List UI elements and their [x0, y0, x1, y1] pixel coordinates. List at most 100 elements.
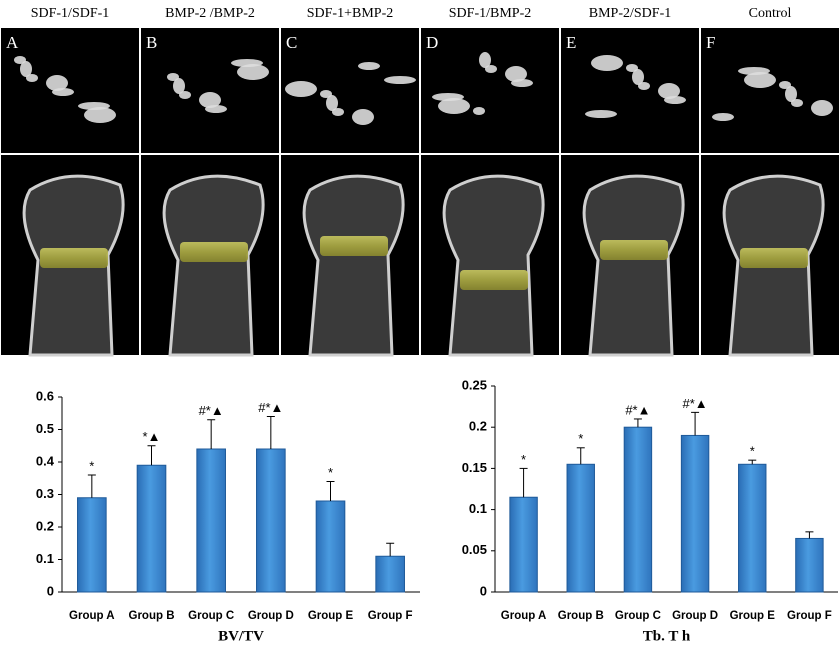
- bone-outline: [164, 176, 263, 355]
- significance-marker: *: [578, 431, 583, 446]
- roi-cylinder: [600, 240, 668, 260]
- bone-fragment: [591, 55, 623, 71]
- x-tick-label: Group B: [129, 610, 175, 622]
- bar: [197, 449, 226, 592]
- roi-cylinder: [320, 236, 388, 256]
- x-tick-label: Group F: [787, 610, 832, 622]
- roi-cylinder: [460, 270, 528, 290]
- bone-fragment: [485, 65, 497, 73]
- x-tick-label: Group B: [558, 610, 604, 622]
- bone-fragment: [52, 88, 74, 96]
- y-tick-label: 0.05: [462, 542, 487, 557]
- bone-fragment: [811, 100, 833, 116]
- x-axis-label: BV/TV: [218, 628, 264, 644]
- significance-marker: #*▲: [199, 403, 224, 418]
- bone-fragment: [473, 107, 485, 115]
- y-tick-label: 0: [47, 583, 54, 598]
- panel-letter: E: [566, 33, 576, 52]
- bar: [78, 498, 107, 592]
- bone-fragment: [205, 105, 227, 113]
- figure: SDF-1/SDF-1 A BMP-2 /BMP-2 B SDF-1+BMP-2 C SDF…: [0, 0, 840, 648]
- panel-letter: B: [146, 33, 157, 52]
- bar: [257, 449, 286, 592]
- roi-cylinder: [180, 242, 248, 262]
- panel-letter: A: [6, 33, 19, 52]
- y-tick-label: 0.1: [469, 501, 487, 516]
- bone-fragment: [585, 110, 617, 118]
- bone-fragment: [26, 74, 38, 82]
- roi-cylinder: [40, 248, 108, 268]
- roi-cylinder: [740, 248, 808, 268]
- y-tick-label: 0.6: [36, 388, 54, 403]
- ct-panel-top: [141, 28, 279, 153]
- bar: [624, 427, 651, 592]
- bone-fragment: [285, 81, 317, 97]
- column-header: BMP-2 /BMP-2: [165, 6, 255, 21]
- panel-letter: C: [286, 33, 297, 52]
- column-header: SDF-1+BMP-2: [307, 6, 393, 21]
- x-tick-label: Group E: [730, 610, 776, 622]
- bone-fragment: [332, 108, 344, 116]
- panel-letter: F: [706, 33, 715, 52]
- bar: [567, 464, 594, 592]
- bone-fragment: [84, 107, 116, 123]
- y-tick-label: 0.5: [36, 421, 54, 436]
- x-tick-label: Group E: [308, 610, 354, 622]
- x-tick-label: Group C: [615, 610, 661, 622]
- ct-panel-top: [421, 28, 559, 153]
- bone-outline: [304, 176, 403, 355]
- charts: 0 0.1 0.2 0.3 0.4 0.5 0.6 * Group A *▲ Group B #*▲ G…: [36, 377, 838, 644]
- significance-marker: #*▲: [258, 400, 283, 415]
- bone-fragment: [638, 82, 650, 90]
- bone-fragment: [712, 113, 734, 121]
- bone-fragment: [384, 76, 416, 84]
- x-tick-label: Group A: [69, 610, 115, 622]
- y-tick-label: 0.15: [462, 460, 487, 475]
- significance-marker: #*▲: [683, 396, 708, 411]
- significance-marker: #*▲: [625, 402, 650, 417]
- bone-outline: [584, 176, 683, 355]
- image-panels: SDF-1/SDF-1 A BMP-2 /BMP-2 B SDF-1+BMP-2 C SDF…: [1, 6, 839, 355]
- bone-fragment: [664, 96, 686, 104]
- bar: [137, 465, 166, 592]
- y-tick-label: 0.1: [36, 551, 54, 566]
- bone-fragment: [511, 79, 533, 87]
- y-tick-label: 0.2: [469, 419, 487, 434]
- bone-fragment: [237, 64, 269, 80]
- y-tick-label: 0.3: [36, 486, 54, 501]
- bar: [510, 497, 537, 592]
- column-header: SDF-1/BMP-2: [449, 6, 531, 21]
- x-tick-label: Group D: [672, 610, 718, 622]
- x-tick-label: Group A: [501, 610, 547, 622]
- bone-fragment: [744, 72, 776, 88]
- x-axis-label: Tb. T h: [643, 628, 691, 644]
- significance-marker: *: [750, 444, 755, 459]
- bone-fragment: [358, 62, 380, 70]
- column-header: SDF-1/SDF-1: [31, 6, 110, 21]
- panel-letter: D: [426, 33, 438, 52]
- significance-marker: *: [521, 452, 526, 467]
- bone-fragment: [352, 109, 374, 125]
- significance-marker: *: [328, 465, 333, 480]
- bone-fragment: [179, 91, 191, 99]
- bar: [376, 556, 405, 592]
- x-tick-label: Group C: [188, 610, 234, 622]
- y-tick-label: 0.4: [36, 453, 55, 468]
- bar: [739, 464, 766, 592]
- column-header: Control: [749, 6, 792, 21]
- significance-marker: *▲: [143, 429, 161, 444]
- x-tick-label: Group D: [248, 610, 294, 622]
- bar: [796, 538, 823, 592]
- y-tick-label: 0.2: [36, 518, 54, 533]
- y-tick-label: 0.25: [462, 377, 487, 392]
- x-tick-label: Group F: [368, 610, 413, 622]
- bone-fragment: [791, 99, 803, 107]
- y-tick-label: 0: [480, 583, 487, 598]
- bone-outline: [444, 176, 543, 355]
- bar: [681, 435, 708, 592]
- bone-fragment: [438, 98, 470, 114]
- significance-marker: *: [89, 458, 94, 473]
- ct-panel-top: [701, 28, 839, 153]
- column-header: BMP-2/SDF-1: [589, 6, 671, 21]
- bar: [316, 501, 345, 592]
